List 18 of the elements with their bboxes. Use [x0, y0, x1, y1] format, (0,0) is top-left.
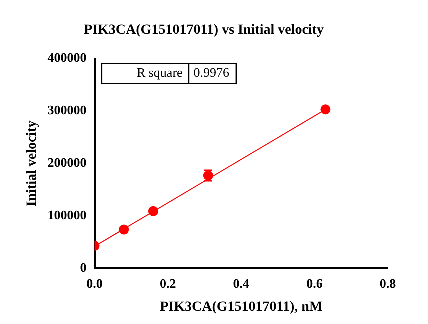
point [148, 206, 158, 216]
point [119, 224, 130, 235]
x-tick-label: 0.0 [86, 276, 103, 291]
y-tick-label: 200000 [48, 155, 87, 170]
x-tick-label: 0.6 [306, 276, 324, 291]
chart-title: PIK3CA(G151017011) vs Initial velocity [84, 23, 324, 38]
x-tick-label: 0.8 [380, 276, 397, 291]
annotation: 0.9976 [194, 65, 230, 80]
x-axis-title: PIK3CA(G151017011), nM [160, 300, 323, 316]
y-tick-label: 0 [80, 260, 87, 275]
y-tick-label: 100000 [48, 208, 87, 223]
x-tick-label: 0.4 [233, 276, 250, 291]
annotation: R square [136, 65, 184, 80]
x-tick-label: 0.2 [160, 276, 176, 291]
y-tick-label: 400000 [48, 50, 87, 66]
y-axis-title: Initial velocity [25, 120, 40, 207]
y-tick-label: 300000 [48, 102, 87, 118]
point [320, 104, 331, 115]
